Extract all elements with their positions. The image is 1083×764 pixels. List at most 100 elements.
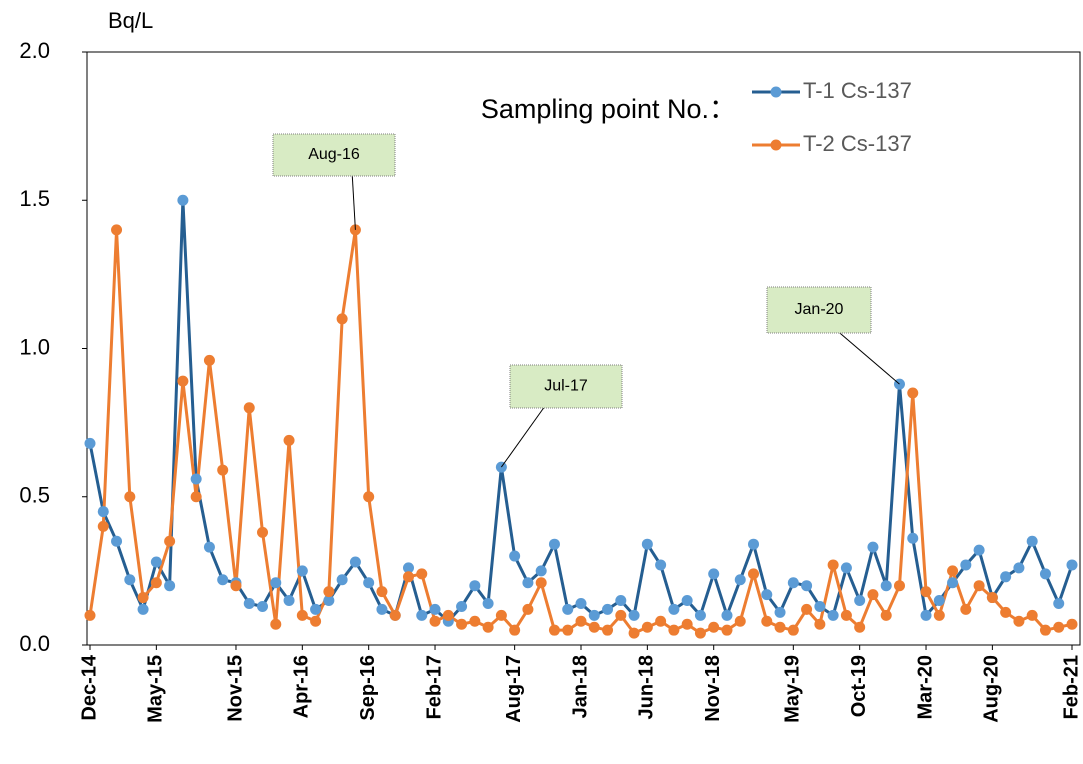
- data-point: [482, 597, 494, 609]
- callout-label: Jan-20: [795, 301, 844, 318]
- data-point: [84, 437, 96, 449]
- data-point: [323, 586, 335, 598]
- data-point: [920, 586, 932, 598]
- callout-leader: [351, 175, 356, 230]
- legend-label: T-2 Cs-137: [803, 131, 912, 156]
- x-tick-label: Apr-16: [291, 655, 313, 718]
- data-point: [416, 568, 428, 580]
- x-tick-label: May-15: [145, 655, 167, 723]
- callout-leader: [500, 407, 545, 468]
- callout-leader: [839, 332, 900, 385]
- x-tick-label: Nov-15: [224, 655, 246, 722]
- data-point: [203, 354, 215, 366]
- data-point: [801, 580, 813, 592]
- legend-label: T-1 Cs-137: [803, 78, 912, 103]
- data-point: [907, 532, 919, 544]
- series-line: [88, 228, 1073, 635]
- data-point: [920, 609, 932, 621]
- callout-box: [509, 364, 623, 409]
- data-point: [177, 194, 189, 206]
- data-point: [641, 538, 653, 550]
- data-point: [190, 491, 202, 503]
- data-point: [708, 621, 720, 633]
- legend-marker: [770, 86, 782, 98]
- data-point: [933, 595, 945, 607]
- data-point: [588, 609, 600, 621]
- data-point: [389, 609, 401, 621]
- data-point: [827, 559, 839, 571]
- data-point: [217, 574, 229, 586]
- data-point: [283, 434, 295, 446]
- data-point: [748, 538, 760, 550]
- data-point: [694, 609, 706, 621]
- y-tick-label: 0.5: [19, 483, 50, 508]
- x-tick-label: Nov-18: [702, 655, 724, 722]
- data-point: [548, 624, 560, 636]
- x-tick-label: Jan-18: [569, 655, 591, 718]
- data-point: [986, 592, 998, 604]
- data-point: [575, 615, 587, 627]
- data-point: [442, 609, 454, 621]
- data-point: [973, 544, 985, 556]
- data-point: [947, 577, 959, 589]
- data-point: [668, 603, 680, 615]
- x-tick-label: Mar-20: [914, 655, 936, 719]
- data-point: [867, 589, 879, 601]
- data-point: [1000, 571, 1012, 583]
- data-point: [628, 609, 640, 621]
- data-point: [655, 615, 667, 627]
- data-point: [323, 595, 335, 607]
- data-point: [376, 586, 388, 598]
- data-point: [469, 615, 481, 627]
- data-point: [655, 559, 667, 571]
- x-tick-label: Aug-20: [981, 655, 1003, 723]
- data-point: [257, 526, 269, 538]
- data-point: [1066, 618, 1078, 630]
- data-point: [933, 609, 945, 621]
- data-point: [111, 224, 123, 236]
- data-point: [296, 565, 308, 577]
- data-point: [708, 568, 720, 580]
- data-point: [522, 603, 534, 615]
- data-point: [296, 609, 308, 621]
- data-point: [456, 618, 468, 630]
- x-tick-label: Oct-19: [848, 655, 870, 717]
- data-point: [164, 580, 176, 592]
- data-point: [774, 606, 786, 618]
- data-point: [522, 577, 534, 589]
- data-point: [283, 595, 295, 607]
- data-point: [854, 621, 866, 633]
- data-point: [548, 538, 560, 550]
- data-point: [814, 600, 826, 612]
- data-point: [124, 491, 136, 503]
- data-point: [854, 595, 866, 607]
- callout-label: Aug-16: [308, 146, 360, 163]
- data-point: [164, 535, 176, 547]
- data-point: [801, 603, 813, 615]
- data-point: [721, 609, 733, 621]
- data-point: [1066, 559, 1078, 571]
- data-point: [1013, 615, 1025, 627]
- data-point: [111, 535, 123, 547]
- x-tick-label: Dec-14: [78, 654, 100, 720]
- data-point: [509, 550, 521, 562]
- data-point: [562, 603, 574, 615]
- data-point: [509, 624, 521, 636]
- data-point: [177, 375, 189, 387]
- data-point: [97, 506, 109, 518]
- y-tick-label: 2.0: [19, 38, 50, 63]
- data-point: [429, 615, 441, 627]
- data-point: [761, 589, 773, 601]
- data-point: [402, 562, 414, 574]
- data-point: [310, 603, 322, 615]
- data-point: [535, 577, 547, 589]
- data-point: [336, 574, 348, 586]
- data-point: [840, 562, 852, 574]
- legend-marker: [770, 139, 782, 151]
- data-point: [363, 491, 375, 503]
- data-point: [363, 577, 375, 589]
- data-point: [814, 618, 826, 630]
- data-point: [84, 609, 96, 621]
- data-point: [310, 615, 322, 627]
